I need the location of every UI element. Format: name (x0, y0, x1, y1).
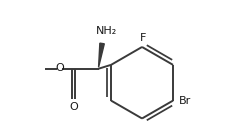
Text: Br: Br (178, 96, 191, 106)
Text: NH₂: NH₂ (95, 27, 116, 36)
Text: F: F (139, 33, 145, 44)
Text: O: O (55, 63, 64, 73)
Polygon shape (98, 43, 104, 67)
Text: O: O (69, 102, 78, 112)
